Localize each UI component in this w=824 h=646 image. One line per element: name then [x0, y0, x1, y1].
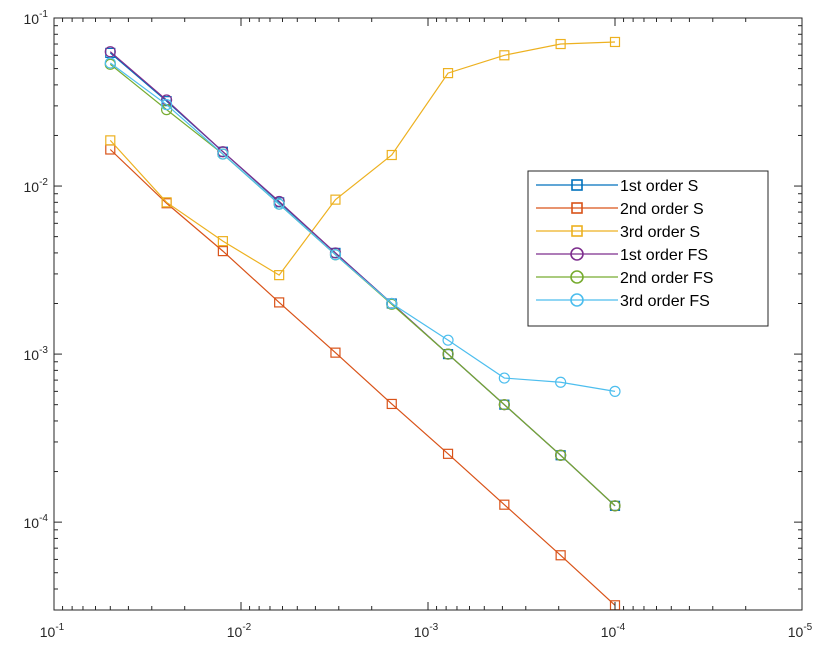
tick-exponent: -3: [39, 345, 48, 356]
data-point: [499, 50, 510, 61]
data-point: [555, 376, 567, 388]
legend-marker: [570, 247, 584, 261]
legend-marker: [570, 270, 584, 284]
series-line: [109, 62, 616, 392]
y-tick-label: 10-2: [24, 177, 49, 195]
data-point: [217, 148, 229, 160]
tick-exponent: -1: [55, 622, 64, 633]
legend: 1st order S 2nd order S 3rd order S 1st ord…: [527, 170, 769, 327]
tick-exponent: -1: [39, 9, 48, 20]
data-point: [274, 297, 285, 308]
data-point: [330, 347, 341, 358]
data-point: [609, 500, 621, 512]
legend-entry: 3rd order FS: [536, 293, 710, 310]
tick-exponent: -4: [39, 513, 48, 524]
data-point: [609, 36, 621, 48]
tick-exponent: -3: [429, 622, 438, 633]
legend-label: 3rd order S: [620, 224, 700, 241]
tick-exponent: -2: [242, 622, 251, 633]
data-point: [160, 99, 173, 111]
tick-base: 10: [788, 624, 804, 640]
legend-marker: [571, 179, 583, 191]
legend-marker: [571, 225, 583, 237]
data-point: [555, 38, 566, 50]
legend-label: 3rd order FS: [620, 293, 710, 310]
tick-base: 10: [24, 11, 40, 27]
data-point: [273, 198, 285, 210]
tick-base: 10: [24, 179, 40, 195]
data-point: [329, 249, 342, 261]
series-3rd-order-fs: [104, 57, 621, 397]
data-point: [273, 195, 285, 208]
tick-base: 10: [24, 347, 40, 363]
data-point: [442, 334, 454, 346]
legend-label: 2nd order S: [620, 201, 704, 218]
data-point: [386, 297, 398, 310]
data-point: [442, 448, 454, 459]
tick-base: 10: [40, 624, 56, 640]
x-tick-label: 10-1: [40, 622, 65, 640]
data-point: [498, 399, 510, 411]
data-point: [104, 46, 116, 58]
data-point: [217, 246, 228, 257]
data-point: [105, 135, 116, 146]
tick-base: 10: [227, 624, 243, 640]
y-tick-label: 10-3: [24, 345, 49, 363]
tick-exponent: -4: [616, 622, 625, 633]
data-point: [274, 270, 285, 281]
data-point: [442, 68, 454, 79]
tick-base: 10: [601, 624, 617, 640]
legend-label: 1st order FS: [620, 247, 708, 264]
data-point: [442, 348, 454, 360]
tick-base: 10: [24, 515, 40, 531]
legend-marker: [570, 293, 584, 307]
series-line: [109, 41, 616, 276]
data-point: [555, 449, 567, 461]
legend-entry: 1st order FS: [536, 247, 708, 264]
tick-base: 10: [414, 624, 430, 640]
x-tick-label: 10-3: [414, 622, 439, 640]
series-layer: [104, 36, 621, 610]
data-point: [104, 57, 116, 69]
data-point: [555, 550, 566, 561]
tick-exponent: -2: [39, 177, 48, 188]
legend-entry: 2nd order FS: [536, 270, 713, 287]
data-point: [217, 236, 228, 247]
data-point: [386, 398, 397, 410]
data-point: [386, 149, 397, 161]
data-point: [498, 372, 510, 384]
x-tick-label: 10-4: [601, 622, 626, 640]
legend-entry: 1st order S: [536, 178, 698, 195]
series-line: [109, 149, 616, 606]
data-point: [161, 197, 172, 208]
axes-layer: 10-1 10-2 10-3 10-4 10-510-110-210-310-4: [24, 9, 813, 640]
legend-label: 1st order S: [620, 178, 698, 195]
x-tick-label: 10-2: [227, 622, 252, 640]
legend-entry: 2nd order S: [536, 201, 704, 218]
legend-marker: [571, 202, 583, 214]
y-tick-label: 10-1: [24, 9, 49, 27]
data-point: [330, 194, 341, 205]
data-point: [609, 385, 621, 397]
legend-entry: 3rd order S: [536, 224, 700, 241]
data-point: [499, 499, 510, 510]
legend-label: 2nd order FS: [620, 270, 713, 287]
tick-exponent: -5: [803, 622, 812, 633]
y-tick-label: 10-4: [24, 513, 49, 531]
series-3rd-order-s: [105, 36, 621, 281]
x-tick-label: 10-5: [788, 622, 813, 640]
